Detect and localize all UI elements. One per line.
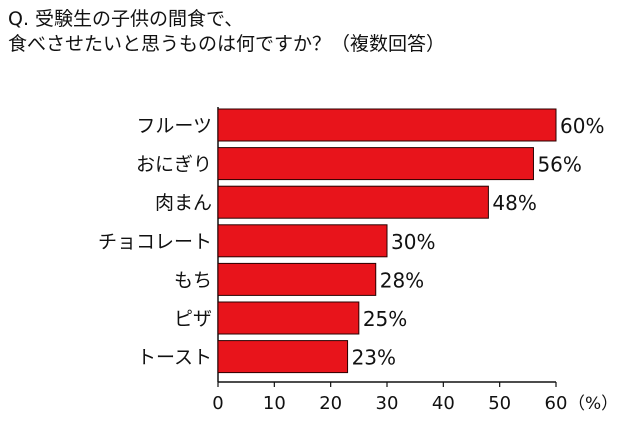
value-label-6: 25% bbox=[363, 307, 407, 331]
value-label-5: 28% bbox=[380, 268, 424, 292]
x-tick-label-0: 0 bbox=[212, 393, 223, 414]
category-label-7: トースト bbox=[137, 347, 212, 369]
x-tick-label-50: 50 bbox=[488, 393, 511, 414]
x-tick-label-30: 30 bbox=[376, 393, 399, 414]
x-tick-label-20: 20 bbox=[319, 393, 342, 414]
value-label-3: 48% bbox=[492, 191, 536, 215]
value-label-2: 56% bbox=[537, 153, 581, 177]
bar-3 bbox=[217, 185, 489, 219]
chart-title-line-2: 食べさせたいと思うものは何ですか？（複数回答） bbox=[8, 33, 446, 55]
chart-title-line-1: Q. 受験生の子供の間食で、 bbox=[8, 8, 244, 30]
x-tick-label-60: 60 bbox=[545, 393, 568, 414]
category-label-6: ピザ bbox=[174, 308, 212, 330]
x-axis-unit: （%） bbox=[568, 394, 618, 414]
category-label-1: フルーツ bbox=[136, 115, 212, 137]
category-label-3: 肉まん bbox=[155, 192, 212, 214]
bar-1 bbox=[217, 108, 557, 142]
bar-7 bbox=[217, 340, 349, 374]
bar-2 bbox=[217, 147, 534, 181]
bar-6 bbox=[217, 301, 360, 335]
category-label-4: チョコレート bbox=[98, 231, 212, 253]
value-label-7: 23% bbox=[352, 346, 396, 370]
value-label-1: 60% bbox=[560, 114, 604, 138]
category-label-5: もち bbox=[174, 269, 212, 291]
bar-5 bbox=[217, 262, 377, 296]
x-tick-label-10: 10 bbox=[263, 393, 286, 414]
bar-4 bbox=[217, 224, 388, 258]
value-label-4: 30% bbox=[391, 230, 435, 254]
x-tick-label-40: 40 bbox=[432, 393, 455, 414]
category-label-2: おにぎり bbox=[136, 154, 212, 176]
